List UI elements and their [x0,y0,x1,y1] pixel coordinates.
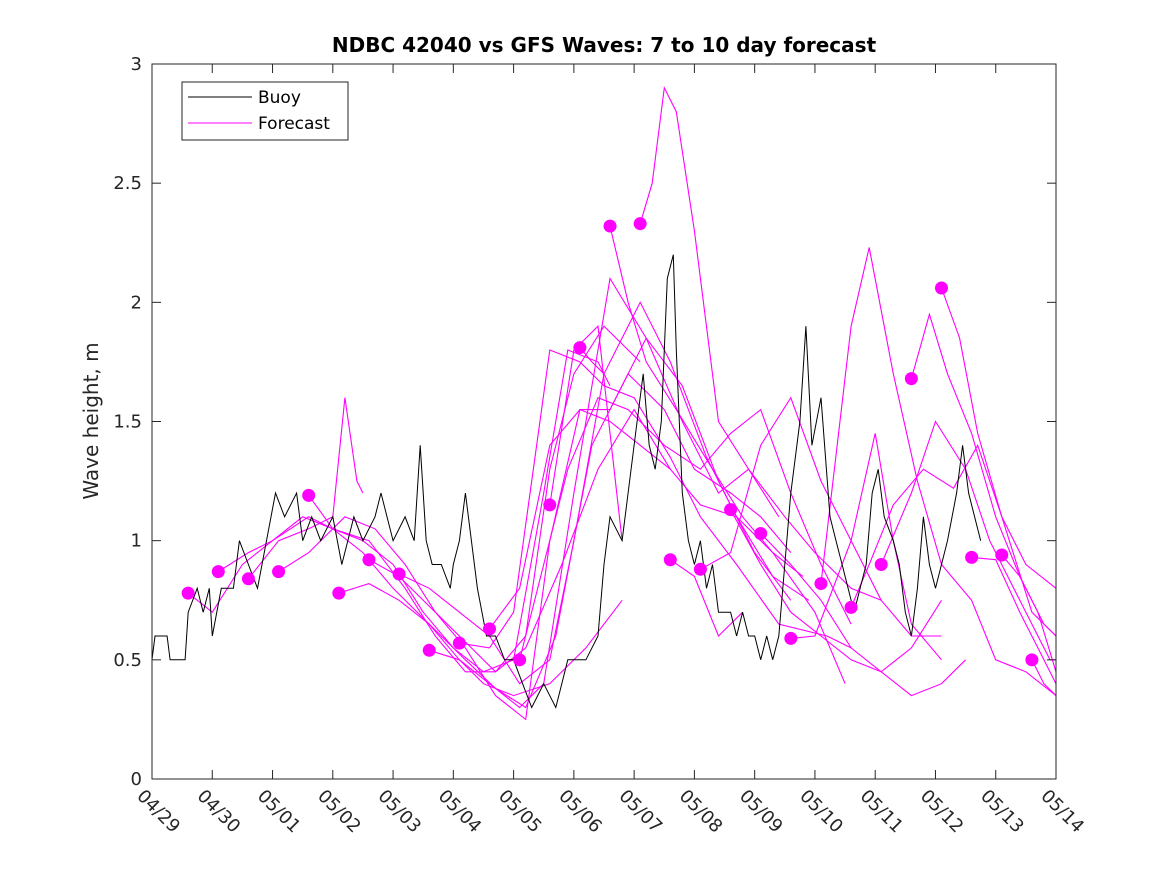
y-tick-label: 0.5 [113,650,142,671]
forecast-line [910,312,1056,637]
forecast-line [308,349,611,673]
forecast-line [218,516,623,697]
y-axis-label: Wave height, m [79,342,103,499]
forecast-marker [844,600,858,614]
forecast-line [549,325,623,541]
forecast-line [1001,554,1056,672]
x-tick-label: 05/02 [313,786,365,838]
forecast-marker [513,653,527,667]
y-tick-label: 3 [131,54,142,75]
forecast-line [1031,659,1056,696]
forecast-marker [302,488,316,502]
forecast-marker [724,503,738,517]
forecast-line [278,325,641,673]
forecast-marker [663,553,677,567]
forecast-marker [181,586,195,600]
legend-box [181,81,349,141]
forecast-line [940,287,1056,589]
forecast-line [338,372,792,709]
x-tick-label: 05/13 [976,786,1028,838]
forecast-marker [573,341,587,355]
forecast-marker [1025,653,1039,667]
forecast-line [489,408,846,684]
forecast-line [609,225,804,577]
x-tick-label: 05/01 [253,786,305,838]
x-tick-label: 05/11 [856,786,908,838]
forecast-line [639,85,882,601]
forecast-line [971,556,1056,684]
y-tick-label: 2 [131,292,142,313]
legend-forecast-label: Forecast [258,114,330,134]
forecast-marker [995,548,1009,562]
forecast-marker [814,577,828,591]
forecast-line [459,349,852,649]
forecast-line [519,396,852,660]
forecast-marker [965,550,979,564]
y-tick-label: 2.5 [113,173,142,194]
forecast-line [368,337,792,721]
forecast-marker [392,567,406,581]
forecast-line [820,247,1056,697]
chart-title: NDBC 42040 vs GFS Waves: 7 to 10 day for… [332,33,877,57]
forecast-marker [754,527,768,541]
y-tick-label: 1.5 [113,412,142,433]
forecast-marker [603,219,617,233]
x-tick-label: 05/14 [1036,786,1088,838]
forecast-line [730,509,942,673]
forecast-marker [633,217,647,231]
forecast-line [700,396,942,637]
forecast-line [247,397,364,580]
x-tick-label: 05/04 [434,786,486,838]
forecast-line [880,420,1056,661]
y-tick-label: 1 [131,531,142,552]
x-tick-label: 05/06 [554,786,606,838]
forecast-line [429,276,780,709]
forecast-marker [543,498,557,512]
forecast-marker [211,565,225,579]
x-tick-label: 05/08 [675,786,727,838]
forecast-marker [332,586,346,600]
buoy-line [152,254,982,709]
plot-area [152,85,1056,721]
forecast-marker [272,565,286,579]
series-group [152,85,1056,721]
x-tick-label: 05/05 [494,786,546,838]
forecast-marker [904,372,918,386]
forecast-marker [452,636,466,650]
x-tick-label: 05/10 [795,786,847,838]
forecast-marker [482,622,496,636]
forecast-marker [362,553,376,567]
x-tick-label: 05/07 [615,786,667,838]
x-tick-label: 04/30 [193,786,245,838]
forecast-marker [693,562,707,576]
x-tick-label: 05/03 [374,786,426,838]
forecast-marker [422,643,436,657]
forecast-line [187,408,671,673]
x-tick-label: 05/09 [735,786,787,838]
forecast-line [669,559,743,637]
forecast-line [790,433,942,661]
forecast-marker [241,572,255,586]
x-tick-label: 04/29 [132,786,184,838]
legend-buoy-label: Buoy [258,88,301,108]
forecast-marker [784,631,798,645]
legend: Buoy Forecast [181,81,349,141]
y-tick-label: 0 [131,769,142,790]
forecast-marker [934,281,948,295]
forecast-marker [874,558,888,571]
forecast-line [760,533,966,697]
x-tick-label: 05/12 [916,786,968,838]
